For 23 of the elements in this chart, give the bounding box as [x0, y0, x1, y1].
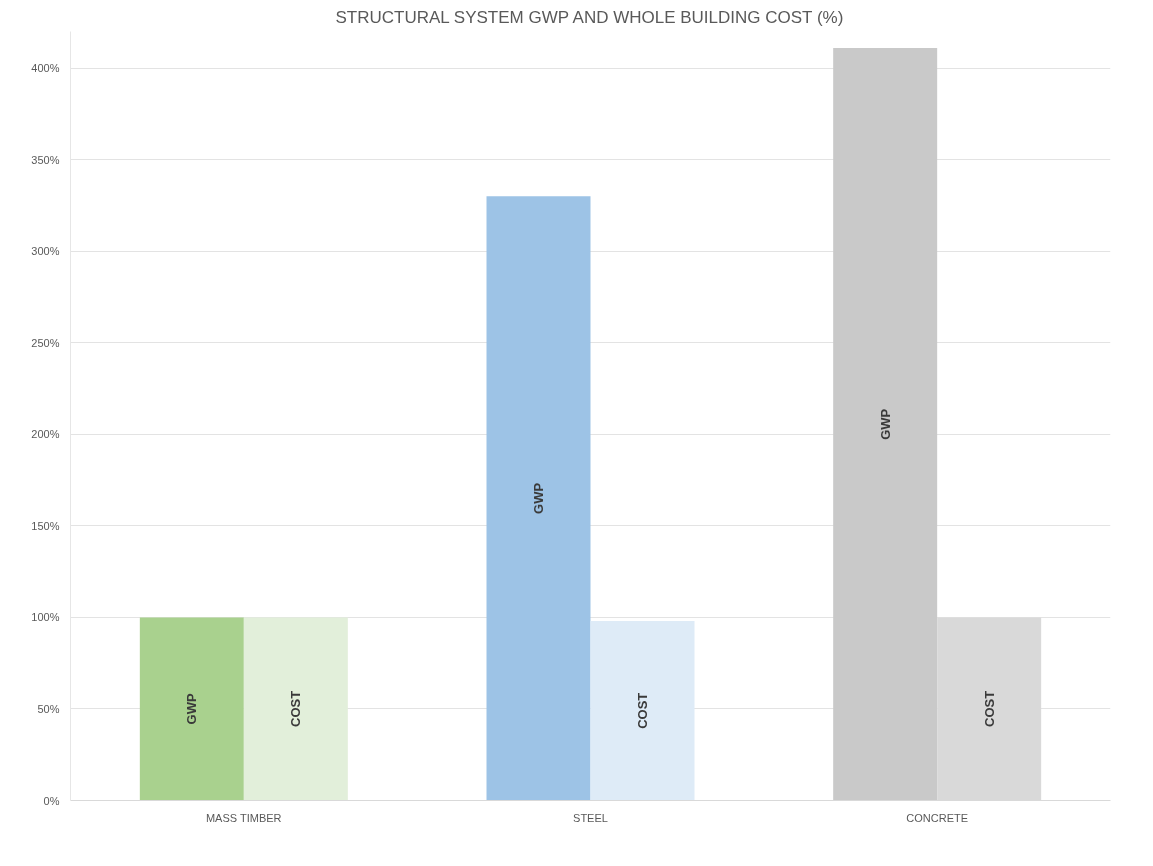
series-label: GWP: [184, 693, 200, 725]
x-tick-label: CONCRETE: [906, 811, 969, 824]
y-tick-label: 250%: [31, 336, 60, 349]
text: COST: [981, 690, 997, 728]
x-tick-label: MASS TIMBER: [205, 811, 282, 824]
chart-title: STRUCTURAL SYSTEM GWP AND WHOLE BUILDING COST (%): [335, 7, 844, 27]
y-tick-label: 150%: [31, 519, 60, 532]
bar: [590, 621, 695, 801]
bar: [139, 617, 244, 801]
y-tick-label: 0%: [43, 794, 60, 807]
y-tick-label: 100%: [31, 611, 60, 624]
y-tick-label: 50%: [37, 702, 60, 715]
bar: [833, 47, 938, 801]
text: GWP: [877, 408, 893, 440]
y-tick-label: 400%: [31, 62, 60, 75]
y-tick-label: 350%: [31, 153, 60, 166]
series-label: COST: [288, 690, 304, 728]
x-tick-label: STEEL: [573, 811, 608, 824]
y-tick-label: 200%: [31, 428, 60, 441]
text: GWP: [531, 482, 546, 514]
bar: [486, 196, 591, 801]
y-tick-label: 300%: [31, 245, 60, 258]
text: COST: [635, 692, 650, 729]
